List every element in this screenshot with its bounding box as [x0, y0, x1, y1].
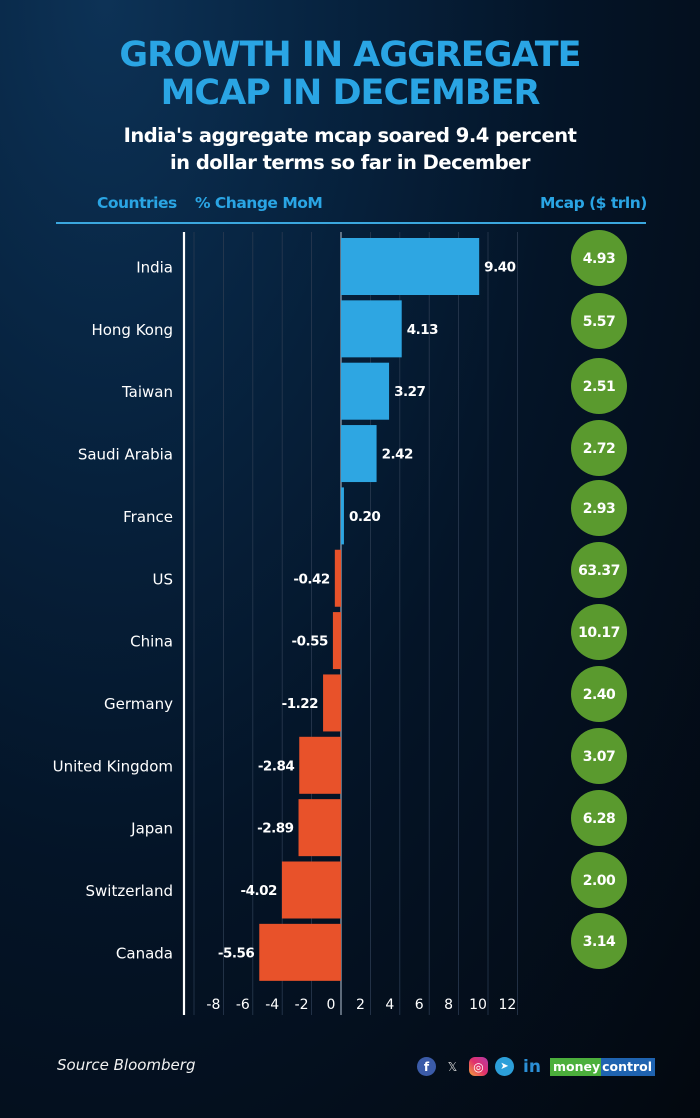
- logo-part-control: control: [601, 1057, 656, 1076]
- category-label: US: [152, 570, 173, 588]
- telegram-icon[interactable]: ➤: [495, 1057, 514, 1076]
- data-label: -0.55: [291, 634, 328, 650]
- category-label: Taiwan: [121, 383, 173, 401]
- source-note: Source Bloomberg: [57, 1056, 196, 1074]
- subtitle-line-2: in dollar terms so far in December: [169, 151, 531, 174]
- mcap-circle: [571, 420, 627, 476]
- linkedin-icon[interactable]: in: [523, 1056, 541, 1077]
- mcap-label: 4.93: [583, 251, 616, 267]
- bar: [341, 300, 402, 358]
- chart-subtitle: India's aggregate mcap soared 9.4 percen…: [0, 122, 700, 176]
- mcap-label: 63.37: [578, 563, 620, 579]
- category-label: Canada: [116, 944, 173, 962]
- chart-title: GROWTH IN AGGREGATE MCAP IN DECEMBER: [0, 36, 700, 112]
- bar-chart: India 9.40 4.93 Hong Kong 4.13 5.57 Taiwan 3.27…: [53, 230, 627, 1015]
- bar: [341, 487, 344, 545]
- category-label: China: [130, 633, 173, 651]
- mcap-circle: [571, 604, 627, 660]
- bar: [298, 799, 341, 857]
- mcap-circle: [571, 230, 627, 286]
- category-label: United Kingdom: [53, 757, 173, 775]
- x-tick-label: 2: [356, 997, 365, 1013]
- mcap-circle: [571, 542, 627, 598]
- data-label: -1.22: [282, 696, 319, 712]
- bar: [341, 362, 390, 420]
- mcap-label: 2.00: [583, 873, 616, 889]
- data-label: 3.27: [394, 384, 425, 400]
- bar: [341, 425, 377, 483]
- mcap-label: 2.72: [583, 441, 616, 457]
- column-header-mcap: Mcap ($ trln): [540, 194, 647, 212]
- mcap-circle: [571, 913, 627, 969]
- data-label: 4.13: [407, 322, 438, 338]
- mcap-label: 3.07: [583, 749, 616, 765]
- mcap-label: 10.17: [578, 625, 620, 641]
- logo-part-money: money: [550, 1057, 602, 1076]
- mcap-label: 6.28: [583, 811, 616, 827]
- x-tick-label: 10: [469, 997, 487, 1013]
- bar: [332, 612, 341, 670]
- x-tick-label: -6: [236, 997, 250, 1013]
- subtitle-line-1: India's aggregate mcap soared 9.4 percen…: [123, 124, 577, 147]
- mcap-label: 2.40: [583, 687, 616, 703]
- mcap-circle: [571, 480, 627, 536]
- category-label: Germany: [104, 695, 173, 713]
- data-label: -4.02: [240, 883, 277, 899]
- data-label: -0.42: [293, 571, 330, 587]
- mcap-circle: [571, 358, 627, 414]
- x-tick-label: 0: [327, 997, 336, 1013]
- moneycontrol-logo[interactable]: money control: [550, 1057, 656, 1076]
- mcap-label: 2.51: [583, 379, 616, 395]
- data-label: 0.20: [349, 509, 380, 525]
- data-label: -2.84: [258, 758, 295, 774]
- title-line-2: MCAP IN DECEMBER: [160, 73, 541, 113]
- mcap-label: 3.14: [583, 934, 616, 950]
- category-label: Saudi Arabia: [78, 446, 173, 464]
- bar: [259, 923, 341, 981]
- category-label: Hong Kong: [91, 321, 173, 339]
- mcap-circle: [571, 790, 627, 846]
- x-tick-label: 8: [444, 997, 453, 1013]
- title-line-1: GROWTH IN AGGREGATE: [119, 35, 581, 75]
- bar: [323, 674, 341, 732]
- x-tick-label: 6: [415, 997, 424, 1013]
- mcap-circle: [571, 666, 627, 722]
- bar: [341, 238, 480, 295]
- x-tick-label: -4: [265, 997, 279, 1013]
- column-header-change: % Change MoM: [195, 194, 323, 212]
- mcap-circle: [571, 728, 627, 784]
- bar: [281, 861, 341, 919]
- mcap-label: 2.93: [583, 501, 616, 517]
- mcap-circle: [571, 293, 627, 349]
- facebook-icon[interactable]: f: [417, 1057, 436, 1076]
- data-label: 9.40: [484, 260, 515, 276]
- data-label: -5.56: [218, 945, 255, 961]
- x-tick-label: 12: [498, 997, 516, 1013]
- column-header-countries: Countries: [97, 194, 177, 212]
- bar: [334, 549, 341, 607]
- data-label: 2.42: [382, 447, 413, 463]
- header-divider: [56, 222, 646, 224]
- x-tick-label: -2: [295, 997, 309, 1013]
- mcap-label: 5.57: [583, 314, 616, 330]
- x-tick-label: 4: [385, 997, 394, 1013]
- social-bar: f 𝕏 ◎ ➤ in money control: [417, 1056, 656, 1077]
- category-label: India: [136, 259, 173, 277]
- category-label: France: [123, 508, 173, 526]
- mcap-circle: [571, 852, 627, 908]
- x-icon[interactable]: 𝕏: [447, 1059, 458, 1074]
- category-label: Japan: [130, 820, 173, 838]
- x-tick-label: -8: [206, 997, 220, 1013]
- category-label: Switzerland: [86, 882, 174, 900]
- bar: [299, 736, 341, 794]
- instagram-icon[interactable]: ◎: [469, 1057, 488, 1076]
- data-label: -2.89: [257, 821, 294, 837]
